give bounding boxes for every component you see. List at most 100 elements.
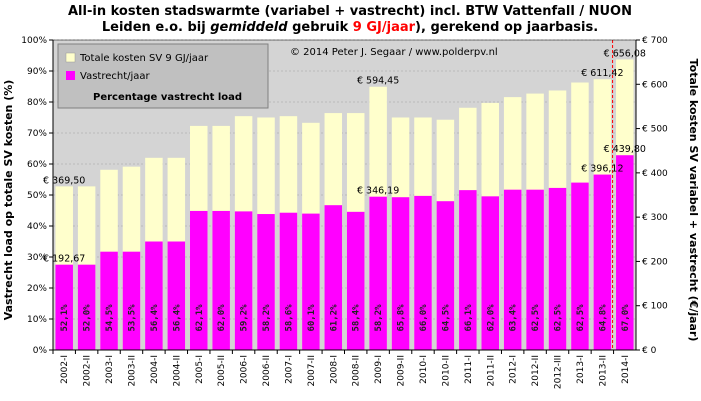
bar-vastrecht [77,264,96,350]
bar-vastrecht [593,174,612,350]
value-annotation: € 192,67 [43,254,85,265]
percentage-label: 64,5% [441,304,451,332]
legend: Totale kosten SV 9 GJ/jaar Vastrecht/jaa… [57,43,269,109]
x-tick-label: 2011-I [464,355,474,384]
percentage-label: 58,2% [262,304,272,332]
percentage-label: 62,5% [576,304,586,332]
value-annotation: € 439,80 [604,144,646,155]
y-tick-label-right: € 500 [642,125,668,135]
x-tick-label: 2004-II [172,355,182,386]
title-part-pre: Leiden e.o. bij [102,20,210,35]
legend-swatch-vastrecht [66,71,75,80]
bar-vastrecht [279,212,298,350]
y-tick-label-right: € 400 [642,169,668,179]
percentage-label: 66,0% [419,304,429,332]
x-tick-label: 2013-I [576,355,586,384]
x-tick-label: 2003-II [127,355,137,386]
y-axis-right-title: Totale kosten SV variabel + vastrecht (€… [687,59,700,342]
bar-vastrecht [503,189,522,350]
percentage-label: 52,0% [83,304,93,332]
legend-label-vastrecht: Vastrecht/jaar [80,71,151,82]
legend-box [57,43,269,109]
x-tick-label: 2013-II [598,355,608,386]
x-tick-label: 2011-II [486,355,496,386]
bar-vastrecht [571,182,589,350]
value-annotation: € 396,12 [581,164,623,175]
y-tick-label-left: 90% [27,67,47,77]
percentage-label: 58,6% [284,304,294,332]
x-tick-label: 2005-II [217,355,227,386]
y-tick-label-left: 100% [21,36,47,46]
bar-vastrecht [481,196,499,350]
title-part-red: 9 GJ/jaar [353,20,416,35]
x-tick-label: 2005-I [195,355,205,384]
percentage-label: 52,1% [60,304,70,332]
bar-vastrecht [526,189,544,350]
x-tick-label: 2008-II [352,355,362,386]
y-tick-label-right: € 600 [642,80,668,90]
percentage-label: 62,5% [554,304,564,332]
y-tick-label-left: 50% [27,191,47,201]
bar-vastrecht [414,195,432,350]
chart-title-line-2: Leiden e.o. bij gemiddeld gebruik 9 GJ/j… [102,20,598,35]
percentage-label: 64,8% [598,304,608,332]
bar-vastrecht [257,214,275,350]
x-tick-label: 2008-I [329,355,339,384]
percentage-label: 56,4% [172,304,182,332]
x-tick-label: 2004-I [150,355,160,384]
bar-vastrecht [369,196,387,350]
x-tick-label: 2002-I [60,355,70,384]
x-tick-label: 2003-I [105,355,115,384]
chart-title-line-1: All-in kosten stadswarmte (variabel + va… [68,4,632,19]
percentage-label: 54,5% [105,304,115,332]
title-part-post: ), gerekend op jaarbasis. [415,20,598,35]
percentage-labels: 52,1% 52,0% 54,5% 53,5% 56,4% 56,4% 62,1% 62,0%… [60,304,631,332]
x-tick-label: 2002-II [83,355,93,386]
x-tick-label: 2010-II [441,355,451,386]
x-tick-label: 2009-I [374,355,384,384]
percentage-label: 61,2% [329,304,339,332]
bar-vastrecht [100,251,118,350]
y-tick-label-left: 30% [27,253,47,263]
bar-vastrecht [548,187,567,350]
legend-label-percentage: Percentage vastrecht load [93,92,242,103]
x-tick-label: 2006-II [262,355,272,386]
y-tick-label-left: 70% [27,129,47,139]
bar-vastrecht [167,241,186,350]
bar-vastrecht [391,197,410,350]
bar-vastrecht [212,210,230,350]
bar-vastrecht [324,205,343,350]
percentage-label: 66,1% [464,304,474,332]
bar-vastrecht [302,213,320,350]
percentage-label: 59,2% [240,304,250,332]
legend-swatch-total [65,52,76,63]
copyright-text: © 2014 Peter J. Segaar / www.polderpv.nl [290,47,498,58]
y-tick-label-left: 40% [27,222,47,232]
percentage-label: 56,4% [150,304,160,332]
bar-vastrecht [436,201,455,350]
title-part-em: gemiddeld [210,20,288,35]
x-tick-label: 2012-III [554,355,564,389]
x-tick-label: 2007-I [284,355,294,384]
y-axis-left-title: Vastrecht load op totale SV kosten (%) [2,80,15,321]
bar-vastrecht [459,190,477,350]
bar-vastrecht [122,251,141,350]
percentage-label: 65,8% [397,304,407,332]
value-annotation: € 656,08 [604,48,646,59]
percentage-label: 62,5% [531,304,541,332]
y-tick-label-right: € 100 [642,302,668,312]
value-annotation: € 611,42 [581,68,623,79]
y-tick-label-right: € 0 [642,346,657,356]
bar-vastrecht [346,211,365,350]
y-tick-label-right: € 700 [642,36,668,46]
y-tick-label-left: 20% [27,284,47,294]
y-tick-label-left: 60% [27,160,47,170]
x-tick-label: 2009-II [397,355,407,386]
percentage-label: 58,4% [352,304,362,332]
x-tick-label: 2006-I [240,355,250,384]
bar-vastrecht [145,241,163,350]
x-tick-label: 2010-I [419,355,429,384]
percentage-label: 62,0% [486,304,496,332]
y-tick-label-left: 80% [27,98,47,108]
